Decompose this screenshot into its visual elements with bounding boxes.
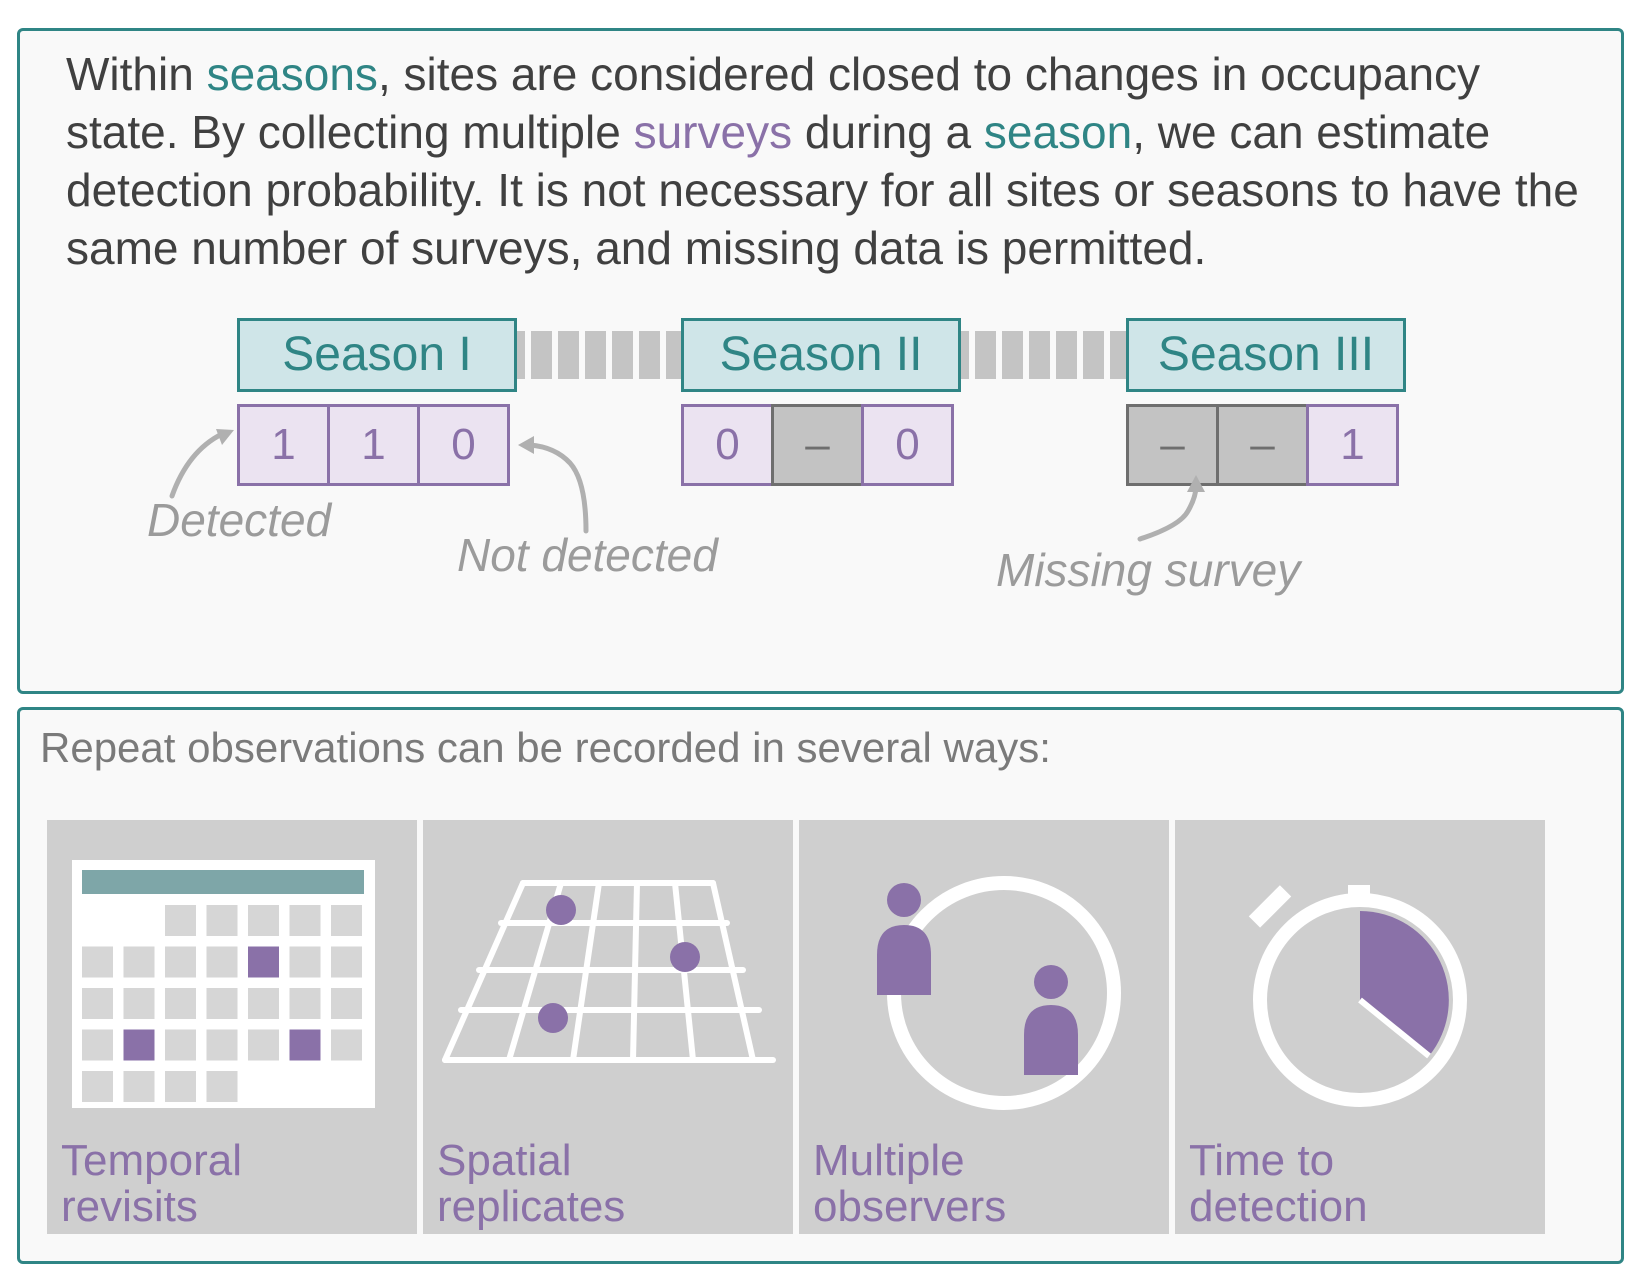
observers-icon [877,876,1121,1110]
label-line: Temporal [61,1136,242,1185]
intro-part: during a [792,106,984,158]
highlight-season: season [983,106,1133,158]
not-detected-annotation: Not detected [457,529,718,581]
seasons-panel: Within seasons, sites are considered clo… [17,28,1624,694]
calendar-icon [72,860,375,1108]
method-time: Time to detection [1175,820,1545,1234]
arrowhead [518,436,534,454]
arrow-missing [1137,483,1199,542]
survey-cell: 0 [861,404,954,486]
method-label: Spatial replicates [437,1138,777,1230]
survey-cell: 1 [327,404,420,486]
label-line: detection [1189,1182,1368,1231]
label-line: Time to [1189,1136,1335,1185]
methods-heading: Repeat observations can be recorded in s… [40,724,1051,771]
label-line: Multiple [813,1136,965,1185]
method-label: Time to detection [1189,1138,1529,1230]
missing-survey-annotation: Missing survey [996,544,1301,596]
label-line: revisits [61,1182,198,1231]
intro-part: Within [66,48,207,100]
season-3-box: Season III [1126,318,1406,392]
detected-annotation: Detected [147,494,332,546]
method-label: Temporal revisits [61,1138,401,1230]
method-label: Multiple observers [813,1138,1153,1230]
method-spatial: Spatial replicates [423,820,793,1234]
highlight-seasons: seasons [206,48,378,100]
arrowhead [1187,475,1205,492]
arrow-detected [169,431,225,499]
arrow-not-detected [527,442,589,534]
intro-part: , we can estimate detection probability.… [66,106,1579,274]
methods-panel: Repeat observations can be recorded in s… [17,707,1624,1264]
missing-survey-cell: – [1216,404,1309,486]
label-line: observers [813,1182,1007,1231]
season-connector [948,331,1128,379]
missing-survey-cell: – [1126,404,1219,486]
label-line: replicates [437,1182,626,1231]
season-1-box: Season I [237,318,517,392]
annotation-arrows [169,429,1205,542]
highlight-surveys: surveys [633,106,793,158]
intro-text: Within seasons, sites are considered clo… [66,45,1586,277]
survey-cell: 1 [1306,404,1399,486]
method-temporal: Temporal revisits [47,820,417,1234]
stopwatch-icon [1248,885,1467,1107]
label-line: Spatial [437,1136,572,1185]
survey-cell: 0 [417,404,510,486]
grid-icon [442,880,776,1063]
survey-cell: 0 [681,404,774,486]
season-connector [504,331,684,379]
method-observers: Multiple observers [799,820,1169,1234]
intro-part: , sites are considered closed to changes… [66,48,1481,158]
season-2-box: Season II [681,318,961,392]
arrowhead [216,429,234,445]
